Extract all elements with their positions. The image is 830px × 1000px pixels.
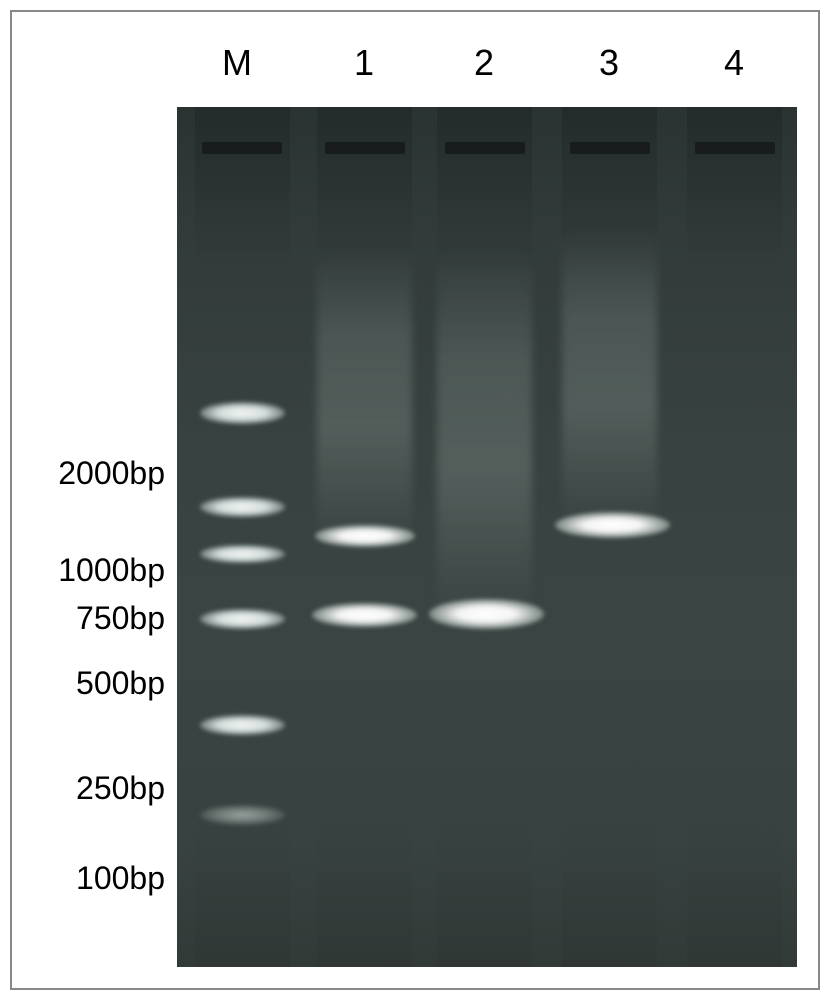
sample-band-lane1-lower bbox=[312, 603, 417, 627]
ladder-band-750 bbox=[200, 545, 285, 563]
sample-band-lane2 bbox=[429, 599, 544, 629]
lane-labels-row: M 1 2 3 4 bbox=[12, 42, 818, 92]
smear-lane2 bbox=[437, 247, 532, 617]
ladder-band-1000 bbox=[200, 497, 285, 517]
ladder-band-250 bbox=[200, 715, 285, 735]
well-3 bbox=[570, 142, 650, 154]
ladder-band-500 bbox=[200, 609, 285, 629]
well-4 bbox=[695, 142, 775, 154]
size-label-2000: 2000bp bbox=[58, 455, 165, 492]
ladder-band-100 bbox=[200, 805, 285, 825]
ladder-band-2000 bbox=[200, 402, 285, 424]
sample-band-lane3 bbox=[555, 512, 670, 538]
gel-figure: M 1 2 3 4 2000bp 1000bp 750bp 500bp 250b… bbox=[10, 10, 820, 990]
smear-lane3 bbox=[562, 227, 657, 527]
lane-label-m: M bbox=[222, 42, 252, 84]
size-labels-column: 2000bp 1000bp 750bp 500bp 250bp 100bp bbox=[12, 107, 177, 967]
size-label-750: 750bp bbox=[76, 600, 165, 637]
lane-label-1: 1 bbox=[354, 42, 374, 84]
lane-column-4 bbox=[687, 107, 782, 967]
lane-label-4: 4 bbox=[724, 42, 744, 84]
well-1 bbox=[325, 142, 405, 154]
well-m bbox=[202, 142, 282, 154]
size-label-500: 500bp bbox=[76, 665, 165, 702]
well-2 bbox=[445, 142, 525, 154]
size-label-1000: 1000bp bbox=[58, 552, 165, 589]
sample-band-lane1-upper bbox=[315, 525, 415, 547]
lane-label-2: 2 bbox=[474, 42, 494, 84]
lane-label-3: 3 bbox=[599, 42, 619, 84]
smear-lane1 bbox=[317, 247, 412, 547]
gel-image bbox=[177, 107, 797, 967]
lane-column-m bbox=[195, 107, 290, 967]
size-label-250: 250bp bbox=[76, 770, 165, 807]
size-label-100: 100bp bbox=[76, 860, 165, 897]
